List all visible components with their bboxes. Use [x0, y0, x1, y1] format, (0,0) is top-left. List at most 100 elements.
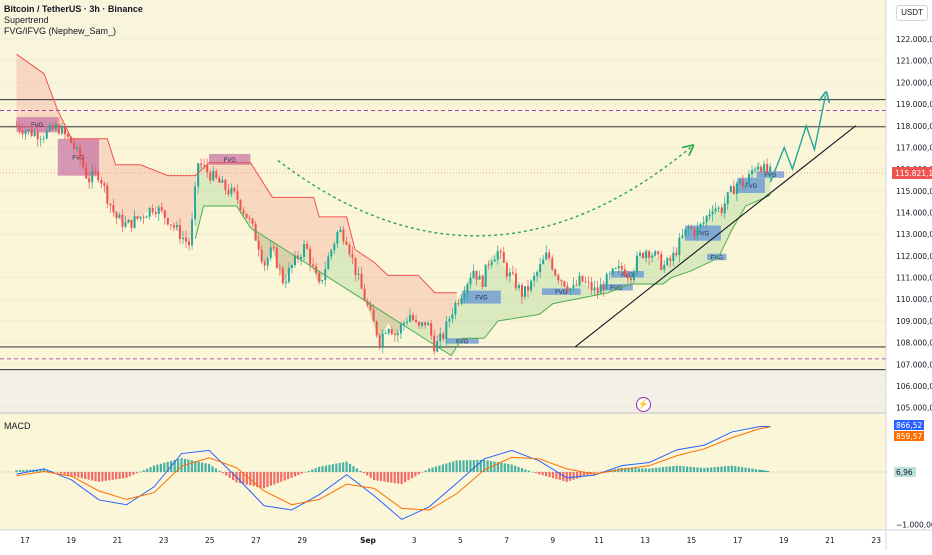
candle-body [209, 172, 212, 181]
macd-histogram-bar [108, 472, 111, 481]
candle-body [590, 282, 593, 291]
macd-histogram-bar [665, 466, 668, 472]
candle-body [33, 132, 36, 136]
candle-body [312, 264, 315, 267]
macd-histogram-bar [630, 468, 634, 472]
candle-body [611, 268, 614, 274]
candle-body [36, 132, 39, 140]
candle-body [545, 252, 548, 260]
macd-histogram-bar [400, 472, 403, 485]
candle-body [542, 259, 545, 265]
candle-body [399, 324, 402, 334]
macd-histogram-bar [132, 472, 135, 475]
candle-body [493, 259, 496, 262]
candle-body [306, 244, 309, 249]
candle-body [100, 180, 103, 184]
macd-histogram-bar [139, 471, 142, 473]
symbol-title[interactable]: Bitcoin / TetherUS · 3h · Binance [4, 4, 143, 14]
candle-body [27, 129, 30, 132]
candle-body [287, 267, 290, 282]
macd-histogram-bar [538, 472, 541, 475]
time-tick-label: 15 [687, 536, 697, 545]
macd-histogram-bar [42, 469, 46, 472]
fvg-label: FVG [475, 296, 488, 302]
macd-histogram-bar [379, 472, 383, 482]
macd-histogram-bar [524, 469, 527, 472]
macd-histogram-bar [503, 463, 506, 472]
fvg-label: FVG [456, 339, 469, 345]
candle-body [127, 219, 130, 223]
macd-histogram-bar [187, 459, 190, 472]
currency-button[interactable]: USDT [896, 5, 928, 21]
macd-histogram-bar [517, 466, 520, 472]
candle-body [744, 183, 747, 187]
macd-histogram-bar [600, 471, 603, 473]
candle-body [375, 321, 378, 336]
macd-histogram-bar [115, 472, 118, 480]
candle-body [702, 222, 705, 224]
macd-histogram-bar [720, 466, 723, 472]
fvg-zone [737, 177, 765, 193]
macd-histogram-bar [734, 466, 737, 472]
macd-histogram-bar [572, 472, 575, 480]
candle-body [133, 216, 136, 228]
candle-body [112, 205, 115, 213]
candle-body [714, 208, 717, 212]
candle-body [533, 275, 536, 281]
time-tick-label: 21 [825, 536, 835, 545]
indicator-supertrend[interactable]: Supertrend [4, 15, 49, 25]
candle-body [457, 302, 460, 304]
macd-histogram-bar [22, 469, 25, 472]
macd-histogram-bar [703, 467, 706, 472]
macd-histogram-bar [242, 472, 245, 484]
candle-body [451, 314, 454, 319]
macd-histogram-bar [651, 468, 654, 472]
macd-histogram-bar [66, 472, 70, 476]
projection-arrow [769, 95, 825, 183]
candle-body [157, 207, 160, 214]
macd-histogram-bar [763, 470, 766, 472]
candle-body [15, 125, 18, 127]
candle-body [508, 272, 511, 277]
candle-body [466, 284, 469, 294]
candle-body [484, 264, 487, 287]
macd-histogram-bar [627, 468, 630, 472]
macd-histogram-bar [80, 472, 83, 479]
candle-body [427, 323, 430, 326]
candle-body [617, 265, 620, 269]
lightning-icon[interactable]: ⚡ [636, 397, 651, 412]
macd-histogram-bar [276, 472, 279, 484]
macd-histogram-bar [159, 463, 162, 472]
candle-body [178, 225, 181, 240]
macd-histogram-bar [648, 468, 651, 472]
candle-body [460, 298, 463, 304]
candle-body [115, 212, 118, 218]
candle-body [57, 124, 60, 134]
candle-body [708, 214, 711, 217]
candle-body [154, 212, 157, 214]
candle-body [224, 179, 227, 190]
candle-body [357, 273, 360, 275]
time-tick-label: 19 [779, 536, 789, 545]
fvg-label: FVG [72, 156, 85, 162]
candle-body [642, 252, 645, 259]
indicator-fvg[interactable]: FVG/IFVG (Nephew_Sam_) [4, 26, 117, 36]
candle-body [738, 179, 741, 184]
macd-histogram-bar [221, 472, 224, 474]
macd-histogram-bar [314, 468, 317, 472]
candle-body [69, 136, 72, 144]
candle-body [408, 314, 411, 322]
signal-value-tag [894, 431, 924, 441]
macd-label[interactable]: MACD [4, 421, 31, 431]
macd-histogram-bar [548, 472, 551, 478]
macd-histogram-bar [520, 468, 524, 472]
macd-histogram-bar [754, 469, 757, 472]
candle-body [693, 228, 696, 236]
macd-histogram-bar [421, 472, 424, 473]
time-tick-label: 11 [594, 536, 604, 545]
macd-histogram-bar [472, 460, 475, 472]
candle-body [387, 329, 390, 334]
candle-body [21, 130, 24, 135]
candle-body [663, 264, 666, 270]
